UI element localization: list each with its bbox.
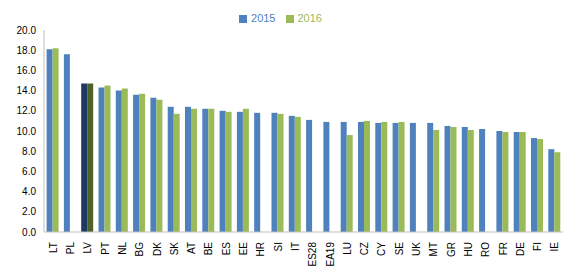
svg-text:MT: MT — [428, 242, 439, 256]
svg-text:AT: AT — [186, 242, 197, 254]
svg-text:FI: FI — [532, 242, 543, 251]
svg-text:SK: SK — [169, 242, 180, 256]
svg-text:NL: NL — [117, 242, 128, 255]
svg-text:BG: BG — [134, 242, 145, 257]
svg-text:ES28: ES28 — [307, 242, 318, 266]
svg-text:DK: DK — [152, 242, 163, 256]
html-text:2016: 2016 — [297, 12, 322, 24]
svg-text:EA19: EA19 — [325, 242, 336, 266]
svg-text:10.0: 10.0 — [17, 126, 37, 137]
svg-text:EE: EE — [238, 242, 249, 256]
svg-text:SE: SE — [394, 242, 405, 256]
svg-text:IE: IE — [549, 242, 560, 252]
svg-text:LT: LT — [48, 242, 59, 253]
svg-text:14.0: 14.0 — [17, 85, 37, 96]
svg-text:SI: SI — [273, 242, 284, 251]
svg-text:HU: HU — [463, 242, 474, 256]
svg-text:6.0: 6.0 — [22, 166, 36, 177]
svg-text:12.0: 12.0 — [17, 105, 37, 116]
svg-text:16.0: 16.0 — [17, 65, 37, 76]
svg-text:RO: RO — [480, 242, 491, 257]
svg-text:HR: HR — [255, 242, 266, 256]
svg-text:FR: FR — [498, 242, 509, 255]
svg-text:GR: GR — [446, 242, 457, 257]
svg-text:CY: CY — [376, 242, 387, 256]
html-text:2015: 2015 — [251, 12, 276, 24]
svg-text:18.0: 18.0 — [17, 45, 37, 56]
svg-text:20.0: 20.0 — [17, 25, 37, 36]
svg-text:PT: PT — [100, 242, 111, 255]
svg-text:4.0: 4.0 — [22, 186, 36, 197]
svg-text:CZ: CZ — [359, 242, 370, 255]
svg-text:IT: IT — [290, 242, 301, 251]
svg-text:UK: UK — [411, 242, 422, 256]
svg-text:BE: BE — [203, 242, 214, 256]
svg-text:8.0: 8.0 — [22, 146, 36, 157]
svg-text:LU: LU — [342, 242, 353, 255]
svg-text:PL: PL — [65, 242, 76, 255]
svg-text:DE: DE — [515, 242, 526, 256]
svg-text:0.0: 0.0 — [22, 227, 36, 238]
svg-text:2.0: 2.0 — [22, 206, 36, 217]
svg-text:ES: ES — [221, 242, 232, 256]
svg-text:LV: LV — [82, 242, 93, 254]
